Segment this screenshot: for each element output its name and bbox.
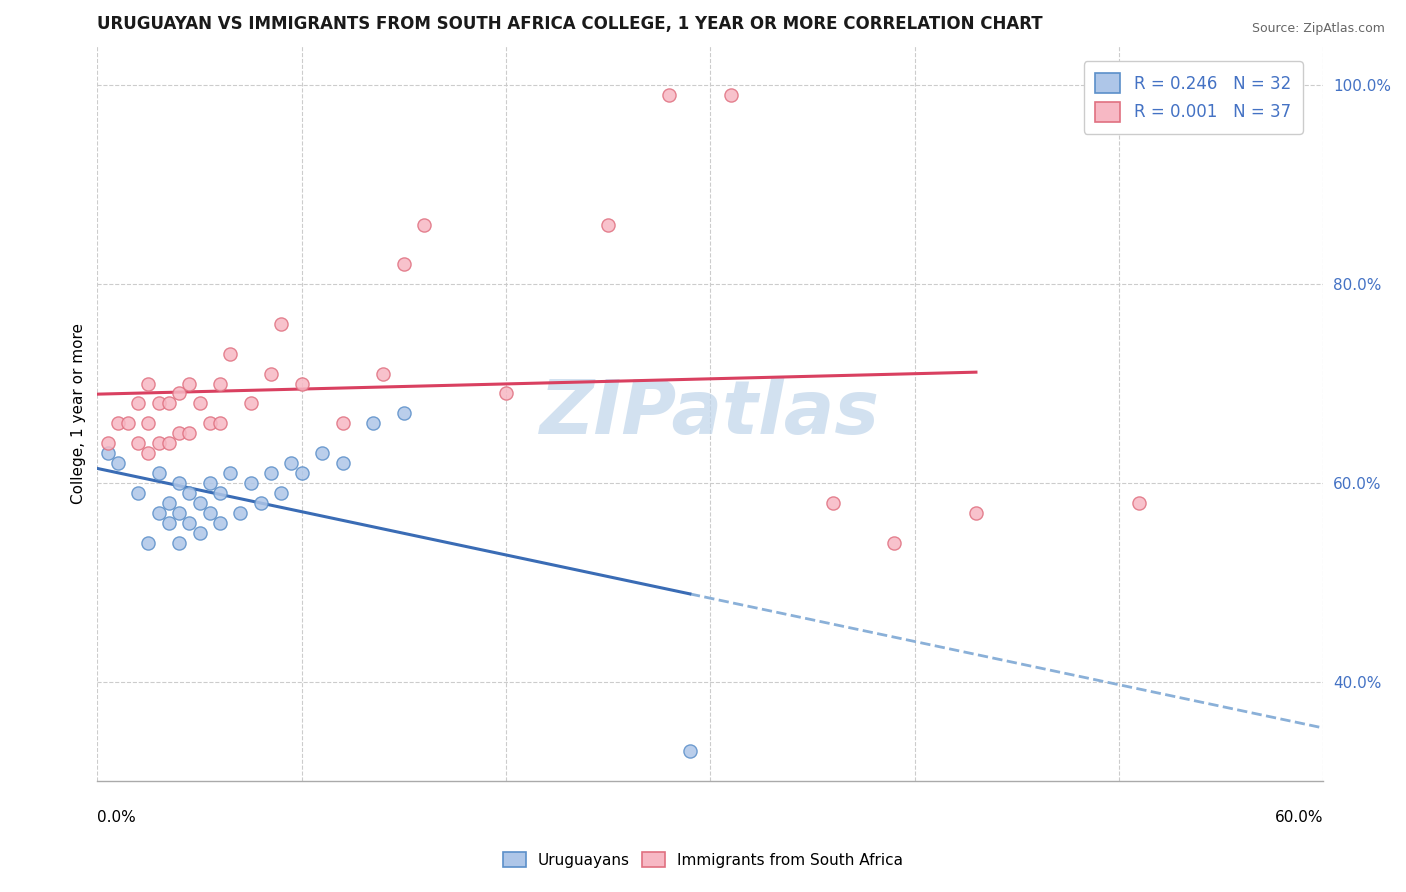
Point <box>148 396 170 410</box>
Point <box>291 376 314 391</box>
Point <box>679 744 702 758</box>
Point <box>117 417 139 431</box>
Point <box>167 426 190 441</box>
Point <box>392 406 415 420</box>
Text: 60.0%: 60.0% <box>1275 811 1323 825</box>
Point <box>495 386 517 401</box>
Point <box>97 436 120 450</box>
Point <box>167 535 190 549</box>
Text: 0.0%: 0.0% <box>97 811 136 825</box>
Point <box>138 376 160 391</box>
Point <box>229 506 252 520</box>
Point <box>179 426 201 441</box>
Point <box>179 486 201 500</box>
Point <box>198 475 221 490</box>
Point <box>179 376 201 391</box>
Point <box>157 516 180 530</box>
Point <box>138 417 160 431</box>
Text: URUGUAYAN VS IMMIGRANTS FROM SOUTH AFRICA COLLEGE, 1 YEAR OR MORE CORRELATION CH: URUGUAYAN VS IMMIGRANTS FROM SOUTH AFRIC… <box>97 15 1043 33</box>
Y-axis label: College, 1 year or more: College, 1 year or more <box>72 323 86 504</box>
Point <box>138 446 160 460</box>
Point <box>392 257 415 271</box>
Point <box>198 506 221 520</box>
Point <box>311 446 333 460</box>
Point <box>148 466 170 480</box>
Point <box>127 396 149 410</box>
Point <box>249 496 271 510</box>
Point <box>658 88 681 103</box>
Point <box>598 218 620 232</box>
Point <box>883 535 905 549</box>
Point <box>332 417 354 431</box>
Point <box>413 218 436 232</box>
Point <box>188 496 211 510</box>
Point <box>208 516 231 530</box>
Point <box>208 417 231 431</box>
Point <box>260 466 283 480</box>
Point <box>239 475 262 490</box>
Point <box>198 417 221 431</box>
Legend: R = 0.246   N = 32, R = 0.001   N = 37: R = 0.246 N = 32, R = 0.001 N = 37 <box>1084 62 1303 134</box>
Point <box>148 436 170 450</box>
Point <box>127 486 149 500</box>
Point <box>157 436 180 450</box>
Point <box>107 417 129 431</box>
Point <box>148 506 170 520</box>
Point <box>208 486 231 500</box>
Point <box>127 436 149 450</box>
Text: ZIPatlas: ZIPatlas <box>540 376 880 450</box>
Point <box>332 456 354 470</box>
Point <box>157 496 180 510</box>
Point <box>157 396 180 410</box>
Point <box>138 535 160 549</box>
Point <box>720 88 742 103</box>
Point <box>167 506 190 520</box>
Point <box>280 456 302 470</box>
Legend: Uruguayans, Immigrants from South Africa: Uruguayans, Immigrants from South Africa <box>495 844 911 875</box>
Point <box>208 376 231 391</box>
Point <box>373 367 395 381</box>
Point <box>1128 496 1150 510</box>
Point <box>821 496 844 510</box>
Point <box>188 525 211 540</box>
Point <box>361 417 384 431</box>
Text: Source: ZipAtlas.com: Source: ZipAtlas.com <box>1251 22 1385 36</box>
Point <box>97 446 120 460</box>
Point <box>965 506 987 520</box>
Point <box>270 317 292 331</box>
Point <box>188 396 211 410</box>
Point <box>270 486 292 500</box>
Point <box>107 456 129 470</box>
Point <box>167 475 190 490</box>
Point <box>219 347 242 361</box>
Point <box>179 516 201 530</box>
Point <box>239 396 262 410</box>
Point <box>167 386 190 401</box>
Point <box>219 466 242 480</box>
Point <box>260 367 283 381</box>
Point <box>291 466 314 480</box>
